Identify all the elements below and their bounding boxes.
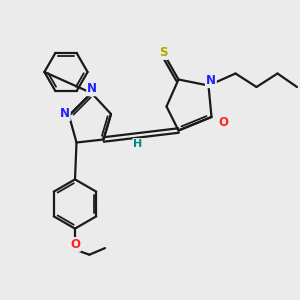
Text: S: S bbox=[159, 46, 168, 59]
Text: O: O bbox=[70, 238, 80, 251]
Text: O: O bbox=[218, 116, 228, 129]
Text: N: N bbox=[87, 82, 97, 95]
Text: N: N bbox=[206, 74, 216, 87]
Text: N: N bbox=[60, 107, 70, 120]
Text: H: H bbox=[134, 139, 142, 149]
